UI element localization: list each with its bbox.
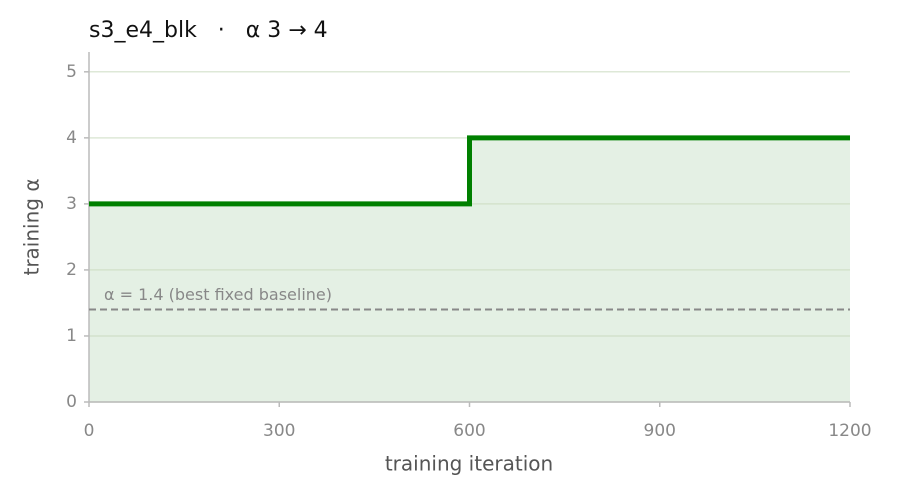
x-tick-label: 0 bbox=[84, 421, 95, 441]
y-tick-label: 3 bbox=[66, 194, 77, 214]
y-tick-label: 1 bbox=[66, 326, 77, 346]
chart-title: s3_e4_blk · α 3 → 4 bbox=[89, 18, 328, 43]
reference-label: α = 1.4 (best fixed baseline) bbox=[104, 285, 332, 304]
y-tick-label: 5 bbox=[66, 62, 77, 82]
x-tick-label: 600 bbox=[453, 421, 485, 441]
x-tick-label: 300 bbox=[263, 421, 295, 441]
x-tick-label: 1200 bbox=[828, 421, 871, 441]
x-tick-label: 900 bbox=[644, 421, 676, 441]
y-tick-label: 4 bbox=[66, 128, 77, 148]
x-axis-label: training iteration bbox=[385, 452, 553, 476]
y-tick-label: 0 bbox=[66, 392, 77, 412]
line bbox=[89, 135, 850, 207]
y-axis-label: training α bbox=[20, 178, 44, 275]
y-tick-label: 2 bbox=[66, 260, 77, 280]
